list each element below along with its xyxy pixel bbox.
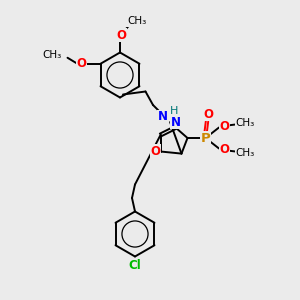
Text: O: O: [219, 143, 229, 157]
Text: O: O: [150, 145, 160, 158]
Text: N: N: [158, 110, 168, 124]
Text: CH₃: CH₃: [127, 16, 146, 26]
Text: CH₃: CH₃: [236, 148, 255, 158]
Text: CH₃: CH₃: [42, 50, 62, 60]
Text: H: H: [170, 106, 178, 116]
Text: P: P: [201, 131, 210, 145]
Text: N: N: [170, 116, 181, 129]
Text: CH₃: CH₃: [236, 118, 255, 128]
Text: Cl: Cl: [129, 259, 141, 272]
Text: O: O: [203, 107, 214, 121]
Text: O: O: [116, 28, 127, 42]
Text: O: O: [219, 119, 229, 133]
Text: O: O: [76, 57, 87, 70]
